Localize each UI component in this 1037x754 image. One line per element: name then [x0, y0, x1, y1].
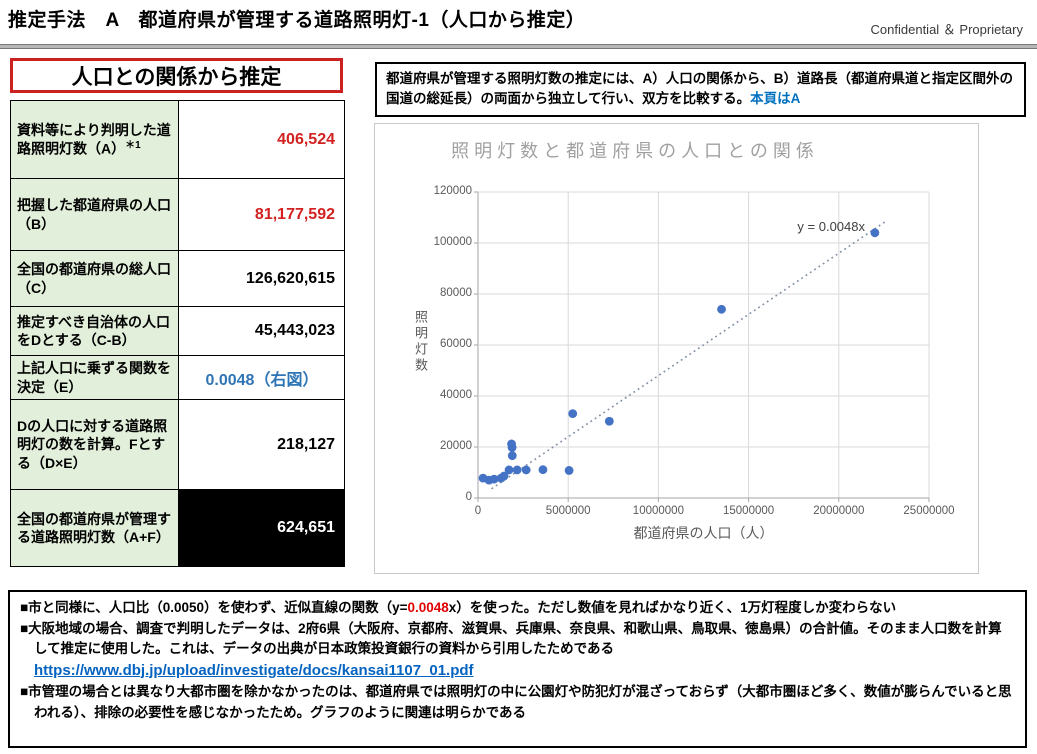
data-point	[538, 465, 548, 475]
row-value: 81,177,592	[178, 178, 345, 251]
y-tick-label: 80000	[440, 287, 472, 299]
data-point	[717, 304, 726, 314]
x-tick-label: 15000000	[723, 505, 775, 517]
y-tick-label: 40000	[440, 389, 472, 401]
scatter-chart: 照明灯数と都道府県の人口との関係 照明灯数 都道府県の人口（人） y = 0.0…	[374, 123, 979, 574]
x-tick-label: 10000000	[632, 505, 684, 517]
data-point	[499, 471, 509, 481]
data-point	[870, 228, 880, 238]
row-label: 把握した都道府県の人口（B）	[10, 178, 179, 251]
note-line-3: ■市管理の場合とは異なり大都市圏を除かなかったのは、都道府県では照明灯の中に公園…	[20, 684, 1012, 720]
row-value: 45,443,023	[178, 306, 345, 356]
table-row: Dの人口に対する道路照明灯の数を計算。Fとする（D×E） 218,127	[10, 399, 345, 490]
section-heading-box: 人口との関係から推定	[10, 58, 343, 93]
footnote-marker: ＊1	[125, 140, 141, 152]
table-row: 全国の都道府県が管理する道路照明灯数（A+F） 624,651	[10, 489, 345, 567]
note-red-value: 0.0048	[407, 600, 449, 615]
y-axis-title: 照明灯数	[413, 310, 428, 374]
data-point	[604, 416, 614, 426]
title-divider	[0, 44, 1037, 49]
note-line-2: ■大阪地域の場合、調査で判明したデータは、2府6県（大阪府、京都府、滋賀県、兵庫…	[20, 620, 1002, 657]
x-tick-label: 25000000	[903, 505, 955, 517]
x-axis-title: 都道府県の人口（人）	[633, 525, 774, 541]
table-row: 資料等により判明した道路照明灯数（A）＊1 406,524	[10, 100, 345, 179]
y-tick-label: 120000	[433, 185, 472, 197]
notes-box: ■市と同様に、人口比（0.0050）を使わず、近似直線の関数（y=0.0048x…	[8, 590, 1027, 748]
table-row: 全国の都道府県の総人口（C） 126,620,615	[10, 250, 345, 307]
confidential-label: Confidential ＆ Proprietary	[870, 22, 1023, 37]
method-note-highlight: 本頁はA	[750, 91, 801, 107]
row-value: 126,620,615	[178, 250, 345, 307]
note-link-line: https://www.dbj.jp/upload/investigate/do…	[20, 660, 1015, 683]
chart-plot-area	[474, 191, 930, 502]
note-line-1: ■市と同様に、人口比（0.0050）を使わず、近似直線の関数（y=0.0048x…	[20, 600, 897, 615]
row-label: 資料等により判明した道路照明灯数（A）＊1	[10, 100, 179, 179]
data-point	[521, 465, 531, 475]
row-label: 上記人口に乗ずる関数を決定（E）	[10, 355, 179, 400]
table-row: 上記人口に乗ずる関数を決定（E） 0.0048（右図）	[10, 355, 345, 400]
data-point	[564, 466, 574, 475]
table-row: 推定すべき自治体の人口をDとする（C-B） 45,443,023	[10, 306, 345, 356]
method-note-text: 都道府県が管理する照明灯数の推定には、A）人口の関係から、B）道路長（都道府県道…	[386, 71, 1013, 107]
y-tick-label: 0	[465, 491, 472, 503]
data-point	[489, 474, 499, 484]
y-tick-label: 20000	[440, 440, 472, 452]
method-note-box: 都道府県が管理する照明灯数の推定には、A）人口の関係から、B）道路長（都道府県道…	[375, 62, 1026, 117]
x-tick-label: 5000000	[545, 505, 591, 517]
section-heading: 人口との関係から推定	[71, 65, 282, 89]
page-title: 推定手法 A 都道府県が管理する道路照明灯-1（人口から推定）	[8, 10, 586, 31]
data-point	[507, 443, 517, 452]
trendline-equation: y = 0.0048x	[797, 219, 865, 234]
data-point	[507, 451, 517, 461]
y-tick-label: 100000	[433, 236, 472, 248]
data-point	[504, 465, 514, 475]
row-value-total: 624,651	[178, 489, 345, 567]
chart-title: 照明灯数と都道府県の人口との関係	[451, 141, 819, 161]
data-point	[568, 409, 578, 418]
x-tick-label: 0	[474, 505, 482, 517]
row-label: 全国の都道府県が管理する道路照明灯数（A+F）	[10, 489, 179, 567]
x-tick-label: 20000000	[813, 505, 865, 517]
row-label: 推定すべき自治体の人口をDとする（C-B）	[10, 306, 179, 356]
row-label: Dの人口に対する道路照明灯の数を計算。Fとする（D×E）	[10, 399, 179, 490]
row-value: 0.0048（右図）	[178, 355, 345, 400]
row-value: 406,524	[178, 100, 345, 179]
data-point	[512, 465, 522, 475]
row-label: 全国の都道府県の総人口（C）	[10, 250, 179, 307]
y-tick-label: 60000	[440, 338, 472, 350]
estimation-table: 資料等により判明した道路照明灯数（A）＊1 406,524 把握した都道府県の人…	[10, 100, 345, 567]
source-link[interactable]: https://www.dbj.jp/upload/investigate/do…	[34, 661, 474, 679]
row-value: 218,127	[178, 399, 345, 490]
table-row: 把握した都道府県の人口（B） 81,177,592	[10, 178, 345, 251]
